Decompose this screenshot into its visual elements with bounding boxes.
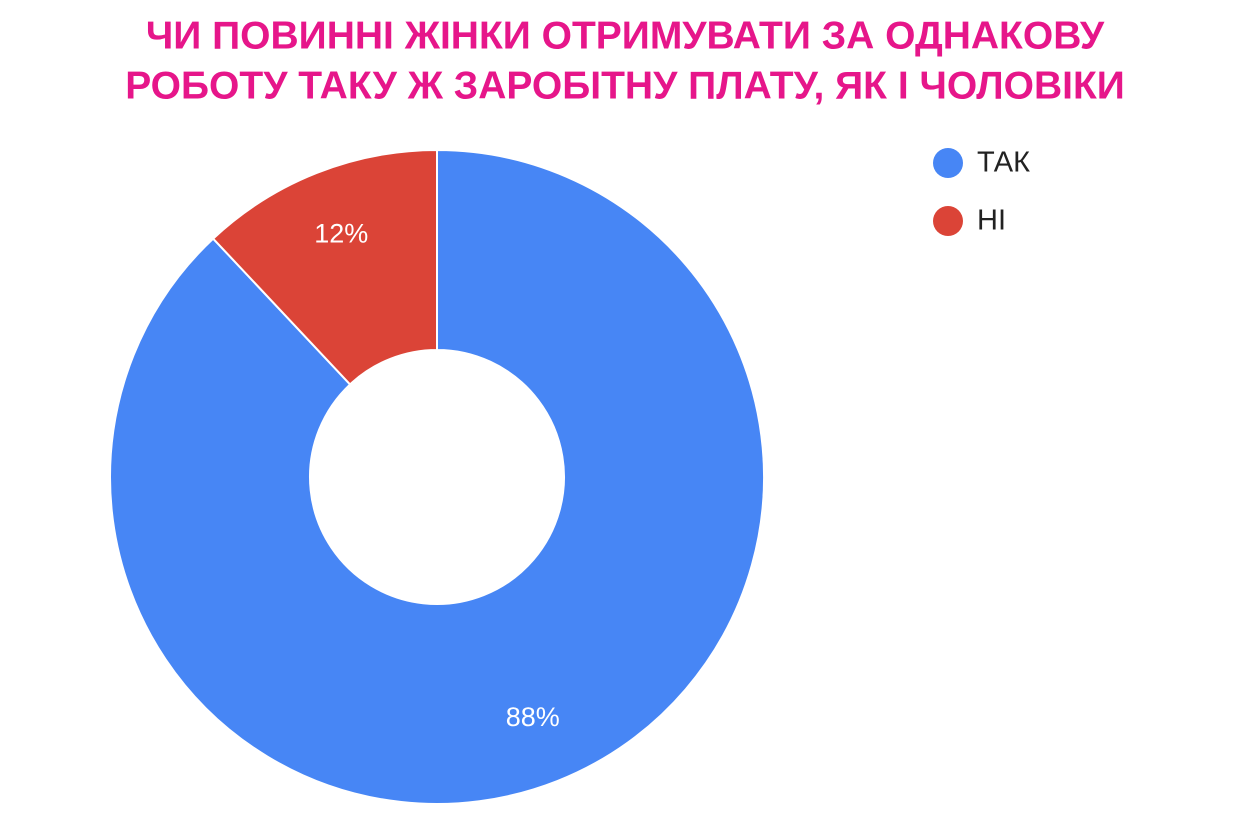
- value-label: 88%: [506, 702, 560, 732]
- legend-label: НІ: [977, 205, 1006, 237]
- legend-marker: [933, 206, 963, 236]
- chart-title: РОБОТУ ТАКУ Ж ЗАРОБІТНУ ПЛАТУ, ЯК І ЧОЛО…: [125, 64, 1125, 107]
- slice: [109, 148, 765, 805]
- legend-label: ТАК: [977, 147, 1030, 179]
- slice: [211, 148, 438, 386]
- legend-marker: [933, 148, 963, 178]
- chart-title: ЧИ ПОВИННІ ЖІНКИ ОТРИМУВАТИ ЗА ОДНАКОВУ: [146, 14, 1105, 57]
- value-label: 12%: [314, 218, 368, 248]
